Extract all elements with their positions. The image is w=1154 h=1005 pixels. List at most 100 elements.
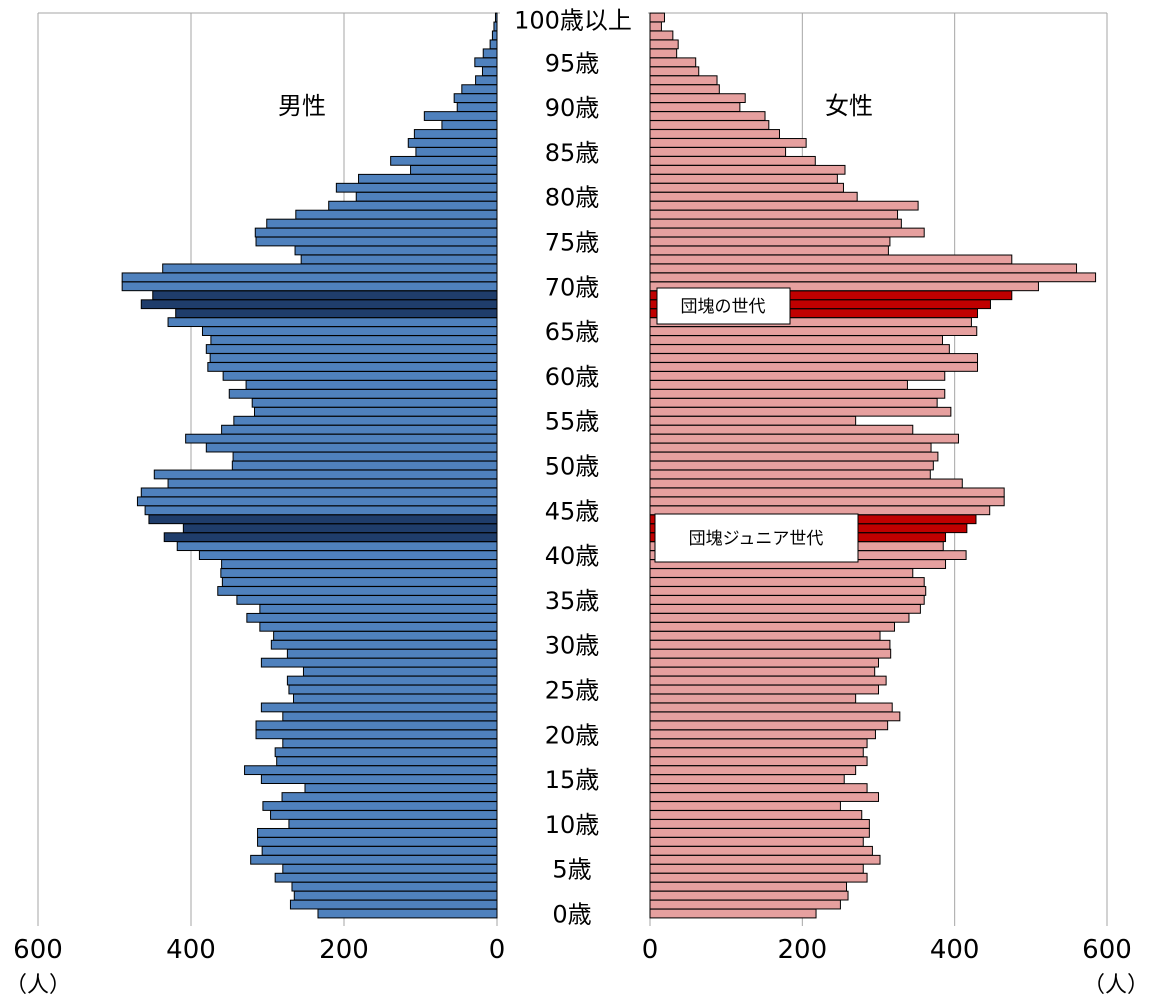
age-label-10: 10歳 <box>545 811 600 839</box>
female-bar-age-59 <box>649 379 908 390</box>
female-bar-age-100 <box>649 12 665 23</box>
male-bar-age-69 <box>152 290 498 301</box>
female-bar-age-65 <box>649 326 978 336</box>
male-bar-age-85 <box>415 146 498 157</box>
male-bar-age-15 <box>260 774 498 785</box>
female-bar-age-81 <box>649 182 844 193</box>
female-bar-age-9 <box>649 827 870 838</box>
male-bar-age-21 <box>255 720 498 731</box>
female-bar-age-94 <box>649 66 700 77</box>
female-bar-age-3 <box>649 881 848 892</box>
female-bar-age-89 <box>649 111 766 121</box>
age-label-45: 45歳 <box>545 497 600 525</box>
female-bar-age-29 <box>649 648 892 659</box>
annotation-dankai-junior: 団塊ジュニア世代 <box>654 513 859 563</box>
x-tick-label: 600 <box>1082 935 1132 965</box>
male-bar-age-88 <box>441 120 498 130</box>
male-bar-age-66 <box>167 317 498 328</box>
male-bar-age-90 <box>456 102 498 112</box>
male-bar-age-63 <box>205 344 498 354</box>
age-label-30: 30歳 <box>545 632 600 660</box>
age-label-15: 15歳 <box>545 766 600 794</box>
female-bar-age-77 <box>649 218 902 229</box>
male-bar-age-58 <box>228 388 498 399</box>
age-label-50: 50歳 <box>545 453 600 481</box>
male-bar-age-41 <box>176 541 498 552</box>
female-bar-age-53 <box>649 433 959 444</box>
female-bar-age-90 <box>649 102 741 112</box>
female-bar-age-23 <box>649 702 893 713</box>
female-bar-age-4 <box>649 872 868 883</box>
male-bar-age-2 <box>293 890 498 901</box>
female-bar-age-15 <box>649 774 845 785</box>
male-bar-age-82 <box>358 173 498 184</box>
male-bar-age-51 <box>232 451 498 462</box>
male-bar-age-3 <box>291 881 498 892</box>
female-bar-age-32 <box>649 621 895 632</box>
male-bar-age-37 <box>221 577 498 587</box>
female-bar-age-75 <box>649 236 891 247</box>
age-label-75: 75歳 <box>545 228 600 256</box>
female-bar-age-52 <box>649 442 932 453</box>
age-label-35: 35歳 <box>545 587 600 615</box>
female-bar-age-12 <box>649 801 841 811</box>
male-bar-age-38 <box>220 568 498 578</box>
x-tick-label: 0 <box>489 935 506 965</box>
male-bar-age-43 <box>182 523 498 534</box>
male-bar-age-4 <box>274 872 498 883</box>
male-bar-age-53 <box>185 433 498 444</box>
male-bar-age-89 <box>423 111 498 121</box>
female-bar-age-27 <box>649 666 876 677</box>
male-bar-age-84 <box>390 155 498 166</box>
age-label-90: 90歳 <box>545 94 600 122</box>
male-bar-age-40 <box>198 550 498 560</box>
male-bar-age-9 <box>257 827 498 838</box>
female-bar-age-14 <box>649 783 868 793</box>
male-bar-age-22 <box>282 711 498 722</box>
age-label-80: 80歳 <box>545 184 600 212</box>
female-bar-age-25 <box>649 684 879 695</box>
age-label-95: 95歳 <box>545 49 600 77</box>
female-bar-age-20 <box>649 729 876 740</box>
female-bar-age-79 <box>649 200 919 211</box>
male-bar-age-25 <box>288 684 498 695</box>
male-bar-age-14 <box>304 783 498 793</box>
female-bars <box>649 12 1097 919</box>
age-label-20: 20歳 <box>545 721 600 749</box>
female-bar-age-38 <box>649 568 914 578</box>
male-bar-age-98 <box>491 30 498 41</box>
male-bar-age-30 <box>270 639 498 650</box>
female-bar-age-36 <box>649 586 927 596</box>
female-bar-age-95 <box>649 57 697 68</box>
female-bar-age-7 <box>649 845 873 856</box>
female-bar-age-86 <box>649 138 807 148</box>
female-bar-age-64 <box>649 335 943 345</box>
female-bar-age-34 <box>649 603 921 614</box>
male-bar-age-91 <box>453 93 498 104</box>
x-tick-label: 200 <box>319 935 369 965</box>
male-bar-age-77 <box>266 218 498 229</box>
age-label-40: 40歳 <box>545 542 600 570</box>
female-bar-age-33 <box>649 612 910 623</box>
x-tick-label: 600 <box>13 935 63 965</box>
female-bar-age-0 <box>649 908 817 919</box>
female-bar-age-92 <box>649 84 720 95</box>
x-unit-left: （人） <box>5 973 71 998</box>
male-bar-age-32 <box>259 621 498 632</box>
female-bar-age-61 <box>649 362 979 372</box>
male-bar-age-33 <box>246 612 498 623</box>
female-bar-age-72 <box>649 263 1078 274</box>
female-bar-age-21 <box>649 720 889 731</box>
female-bar-age-63 <box>649 344 950 354</box>
age-label-65: 65歳 <box>545 318 600 346</box>
female-bar-age-91 <box>649 93 746 104</box>
male-bar-age-8 <box>257 836 498 847</box>
male-bar-age-20 <box>255 729 498 740</box>
male-bar-age-81 <box>335 182 498 193</box>
female-bar-age-46 <box>649 496 1005 507</box>
male-bar-age-50 <box>231 460 498 471</box>
male-bar-age-5 <box>282 863 498 874</box>
male-bar-age-47 <box>140 487 498 498</box>
male-bar-age-48 <box>167 478 498 489</box>
female-bar-age-57 <box>649 397 938 408</box>
